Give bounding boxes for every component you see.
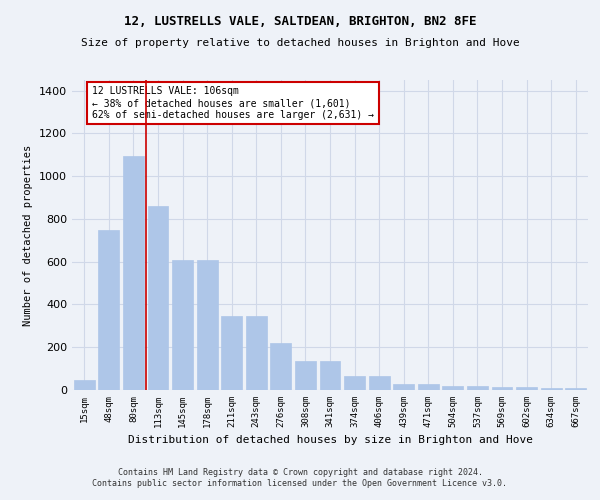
Bar [541, 388, 562, 390]
Bar [467, 386, 488, 390]
Bar [368, 376, 389, 390]
Bar [172, 260, 193, 390]
Y-axis label: Number of detached properties: Number of detached properties [23, 144, 34, 326]
Bar [418, 384, 439, 390]
Bar [344, 376, 365, 390]
Bar [197, 260, 218, 390]
Text: Contains HM Land Registry data © Crown copyright and database right 2024.
Contai: Contains HM Land Registry data © Crown c… [92, 468, 508, 487]
Bar [246, 316, 267, 390]
Bar [221, 316, 242, 390]
Bar [516, 387, 537, 390]
Bar [565, 388, 586, 390]
Bar [271, 343, 292, 390]
Text: 12, LUSTRELLS VALE, SALTDEAN, BRIGHTON, BN2 8FE: 12, LUSTRELLS VALE, SALTDEAN, BRIGHTON, … [124, 15, 476, 28]
Bar [491, 387, 512, 390]
Bar [295, 361, 316, 390]
Bar [98, 230, 119, 390]
Bar [393, 384, 414, 390]
Bar [320, 361, 340, 390]
X-axis label: Distribution of detached houses by size in Brighton and Hove: Distribution of detached houses by size … [128, 436, 533, 446]
Bar [74, 380, 95, 390]
Text: 12 LUSTRELLS VALE: 106sqm
← 38% of detached houses are smaller (1,601)
62% of se: 12 LUSTRELLS VALE: 106sqm ← 38% of detac… [92, 86, 374, 120]
Bar [123, 156, 144, 390]
Bar [442, 386, 463, 390]
Text: Size of property relative to detached houses in Brighton and Hove: Size of property relative to detached ho… [80, 38, 520, 48]
Bar [148, 206, 169, 390]
